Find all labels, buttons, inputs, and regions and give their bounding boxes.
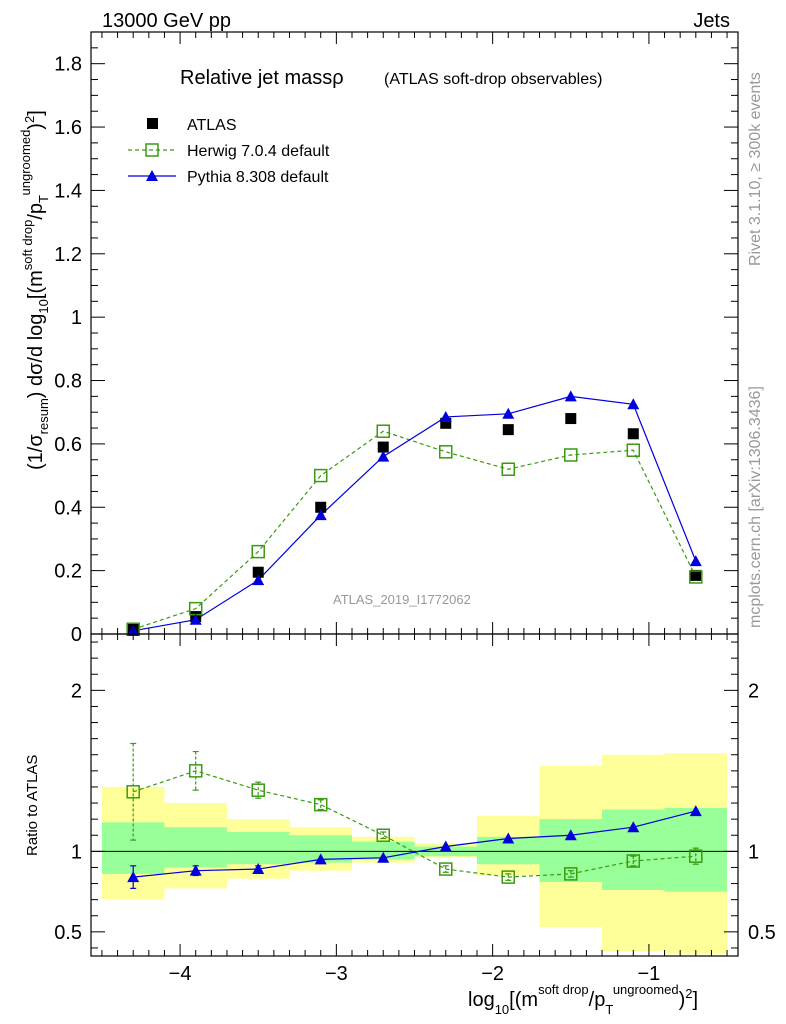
ratio-pythia-point: [377, 851, 390, 863]
ratio-pythia-point: [189, 864, 202, 876]
y-tick-label: 1.8: [54, 54, 82, 76]
ratio-herwig-point: [126, 785, 140, 799]
ratio-herwig-point: [376, 828, 390, 842]
legend-label-atlas: ATLAS: [187, 117, 237, 134]
pythia-point: [627, 398, 640, 410]
legend-marker-pythia: [146, 170, 158, 181]
pythia-point: [252, 574, 265, 586]
ratio-pythia-point: [127, 871, 140, 883]
pythia-point: [377, 450, 390, 462]
ratio-pythia-point: [689, 805, 702, 817]
herwig-point: [313, 468, 328, 483]
ratio-pythia-point: [627, 821, 640, 833]
atlas-point: [627, 428, 639, 440]
pythia-point: [689, 555, 702, 567]
y-tick-label: 0: [71, 624, 82, 646]
ratio-herwig-point: [626, 854, 641, 868]
ratio-tick-label-left: 1: [71, 841, 82, 863]
ratio-y-axis-title: Ratio to ATLAS: [24, 755, 41, 856]
ratio-pythia-point: [564, 829, 577, 841]
rivet-label: Rivet 3.1.10, ≥ 300k events: [747, 72, 764, 266]
main-y-axis-title: (1/σresum) dσ/d log10[(msoft drop/pTungr…: [18, 110, 51, 470]
ratio-pythia-point: [314, 853, 327, 865]
ratio-tick-label-right: 2: [748, 680, 759, 702]
y-tick-label: 0.4: [54, 497, 82, 519]
x-tick-label: −4: [169, 963, 192, 985]
legend-marker-herwig: [145, 143, 159, 157]
chart-subtitle: (ATLAS soft-drop observables): [384, 71, 602, 88]
ratio-pythia-point: [502, 832, 515, 844]
herwig-point: [376, 424, 390, 438]
herwig-point: [689, 570, 703, 584]
analysis-id: ATLAS_2019_I1772062: [333, 592, 471, 607]
pythia-line: [133, 395, 697, 632]
y-tick-label: 0.2: [54, 561, 82, 583]
ratio-herwig-point: [251, 783, 265, 797]
ratio-herwig-point: [188, 764, 203, 778]
category-label: Jets: [693, 10, 730, 32]
pythia-point: [189, 613, 202, 625]
atlas-point: [440, 417, 452, 429]
pythia-point: [314, 509, 327, 521]
ratio-pythia-line: [133, 810, 696, 878]
herwig-point: [626, 443, 641, 457]
ratio-tick-label-left: 0.5: [54, 922, 82, 944]
ratio-herwig-line: [133, 770, 696, 878]
x-axis-title: log10[(msoft drop/pTungroomed)2]: [468, 982, 698, 1017]
ratio-herwig-point: [564, 867, 578, 881]
chart-title: Relative jet massρ: [180, 67, 344, 89]
x-tick-label: −2: [481, 963, 504, 985]
ratio-band-stat: [226, 832, 290, 865]
atlas-point: [690, 569, 702, 581]
y-tick-label: 1.2: [54, 244, 82, 266]
pythia-point: [564, 390, 577, 402]
ratio-tick-label-right: 1: [748, 841, 759, 863]
x-tick-label: −1: [638, 963, 661, 985]
legend-marker-atlas: [147, 118, 158, 129]
y-tick-label: 0.8: [54, 371, 82, 393]
source-label: mcplots.cern.ch [arXiv:1306.3436]: [747, 386, 764, 628]
herwig-line: [133, 430, 697, 630]
atlas-point: [252, 566, 264, 578]
pythia-point: [502, 407, 515, 419]
y-tick-label: 0.6: [54, 434, 82, 456]
atlas-point: [502, 424, 514, 436]
ratio-tick-label-left: 2: [71, 680, 82, 702]
x-tick-label: −3: [325, 963, 348, 985]
svg-text:log10[(msoft drop/pTungroomed): log10[(msoft drop/pTungroomed)2]: [468, 982, 698, 1017]
atlas-point: [377, 441, 389, 453]
legend-label-herwig: Herwig 7.0.4 default: [187, 143, 330, 160]
ratio-herwig-point: [501, 870, 516, 884]
y-tick-label: 1.4: [54, 180, 82, 202]
herwig-point: [251, 544, 265, 559]
herwig-point: [501, 462, 516, 476]
herwig-point: [564, 448, 578, 462]
ratio-herwig-point: [689, 849, 703, 863]
y-tick-label: 1: [71, 307, 82, 329]
legend-label-pythia: Pythia 8.308 default: [187, 169, 329, 186]
ratio-tick-label-right: 0.5: [748, 922, 776, 944]
herwig-point: [439, 445, 453, 459]
svg-text:(1/σresum) dσ/d log10[(msoft d: (1/σresum) dσ/d log10[(msoft drop/pTungr…: [18, 110, 51, 470]
pythia-point: [439, 410, 452, 422]
ratio-band-stat: [164, 827, 227, 868]
ratio-pythia-point: [439, 840, 452, 852]
y-tick-label: 1.6: [54, 117, 82, 139]
atlas-point: [565, 413, 577, 425]
energy-label: 13000 GeV pp: [102, 10, 231, 32]
ratio-herwig-point: [313, 797, 328, 812]
ratio-herwig-point: [439, 862, 453, 876]
atlas-point: [315, 501, 327, 513]
ratio-pythia-point: [252, 863, 265, 875]
